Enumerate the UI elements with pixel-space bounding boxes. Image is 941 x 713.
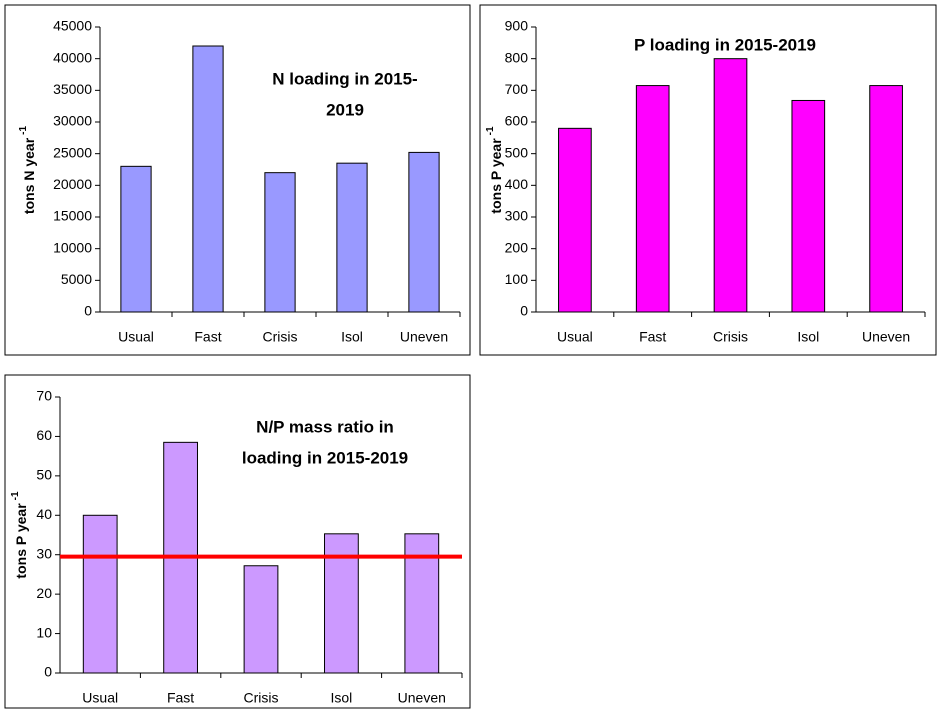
y-tick-label: 800 — [505, 49, 529, 65]
chart-title: 2019 — [326, 100, 364, 119]
y-tick-label: 40000 — [53, 49, 92, 65]
chart-title: N/P mass ratio in — [256, 417, 394, 436]
y-axis-label-text: tons N year — [21, 137, 37, 214]
y-axis-label-superscript: -1 — [10, 491, 21, 500]
x-tick-label: Crisis — [713, 329, 748, 345]
x-tick-label: Isol — [797, 329, 819, 345]
y-tick-label: 20 — [36, 585, 52, 601]
bar — [82, 514, 118, 674]
y-tick-label: 0 — [84, 303, 92, 319]
x-tick-label: Crisis — [263, 329, 298, 345]
y-axis-label-text: tons P year — [13, 503, 29, 579]
x-tick-label: Uneven — [862, 329, 910, 345]
x-tick-label: Usual — [557, 329, 593, 345]
y-tick-label: 900 — [505, 18, 529, 34]
y-tick-label: 10000 — [53, 239, 92, 255]
y-tick-label: 30000 — [53, 113, 92, 129]
x-tick-label: Crisis — [244, 690, 279, 706]
y-axis-label: tons N year -1 — [18, 125, 37, 214]
chart-title: loading in 2015-2019 — [242, 448, 408, 467]
y-tick-label: 300 — [505, 208, 529, 224]
y-tick-label: 0 — [520, 303, 528, 319]
bar — [243, 565, 279, 674]
y-tick-label: 100 — [505, 271, 529, 287]
y-axis-label: tons P year -1 — [10, 491, 29, 579]
y-tick-label: 600 — [505, 113, 529, 129]
x-tick-label: Isol — [331, 690, 353, 706]
y-tick-label: 70 — [36, 388, 52, 404]
bar — [791, 99, 826, 313]
y-axis-label: tons P year -1 — [485, 126, 504, 214]
bar — [713, 58, 748, 313]
x-tick-label: Uneven — [398, 690, 446, 706]
y-tick-label: 30 — [36, 545, 52, 561]
y-tick-label: 20000 — [53, 176, 92, 192]
x-tick-label: Fast — [167, 690, 194, 706]
y-tick-label: 0 — [44, 664, 52, 680]
y-tick-label: 60 — [36, 427, 52, 443]
y-tick-label: 45000 — [53, 18, 92, 34]
y-axis-label-superscript: -1 — [18, 125, 29, 134]
y-tick-label: 500 — [505, 144, 529, 160]
y-tick-label: 400 — [505, 176, 529, 192]
bar — [264, 172, 296, 313]
chart-title: P loading in 2015-2019 — [634, 35, 816, 54]
y-tick-label: 10 — [36, 624, 52, 640]
chart-frame — [479, 4, 937, 356]
bar — [635, 85, 670, 313]
x-tick-label: Fast — [639, 329, 666, 345]
y-tick-label: 5000 — [61, 271, 92, 287]
chart-frame — [4, 374, 471, 709]
x-tick-label: Usual — [82, 690, 118, 706]
y-tick-label: 15000 — [53, 208, 92, 224]
y-tick-label: 40 — [36, 506, 52, 522]
bar — [192, 45, 224, 313]
y-tick-label: 50 — [36, 467, 52, 483]
y-axis-label-superscript: -1 — [485, 126, 496, 135]
y-tick-label: 200 — [505, 239, 529, 255]
y-tick-label: 25000 — [53, 144, 92, 160]
x-tick-label: Uneven — [400, 329, 448, 345]
x-tick-label: Fast — [194, 329, 221, 345]
bar — [558, 127, 592, 313]
bar — [120, 165, 152, 313]
x-tick-label: Isol — [341, 329, 363, 345]
chart-title: N loading in 2015- — [272, 69, 417, 88]
chart-frame — [4, 4, 471, 356]
y-tick-label: 35000 — [53, 81, 92, 97]
bar — [869, 85, 903, 313]
y-axis-label-text: tons P year — [488, 138, 504, 214]
y-tick-label: 700 — [505, 81, 529, 97]
x-tick-label: Usual — [118, 329, 154, 345]
bar — [336, 162, 368, 313]
bar — [408, 151, 440, 313]
